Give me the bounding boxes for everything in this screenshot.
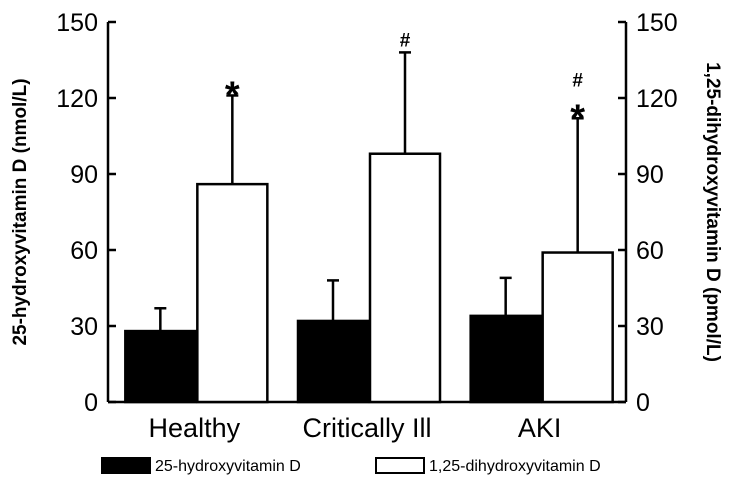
y-tick-label-right: 0: [636, 389, 650, 417]
bar: [196, 182, 269, 404]
legend-label: 1,25-dihydroxyvitamin D: [429, 458, 601, 475]
category-label: Critically Ill: [302, 413, 431, 443]
y-tick-label-left: 150: [56, 9, 98, 37]
category-label: Healthy: [149, 413, 241, 443]
significance-star: *: [570, 97, 585, 139]
y-axis-title-left: 25-hydroxyvitamin D (nmol/L): [10, 78, 31, 345]
bar: [368, 152, 442, 404]
y-tick-label-left: 30: [70, 313, 98, 341]
bar: [296, 319, 370, 404]
chart-axes: 0 30 60 90 120 150 0 30 60 90 120 150: [56, 9, 677, 417]
y-tick-label-right: 150: [636, 9, 678, 37]
y-tick-label-right: 90: [636, 161, 664, 189]
significance-hash: #: [572, 70, 583, 91]
y-tick-label-left: 90: [70, 161, 98, 189]
y-tick-label-right: 60: [636, 237, 664, 265]
bar: [541, 251, 614, 404]
y-tick-label-left: 120: [56, 85, 98, 113]
legend-swatch: [101, 457, 151, 474]
category-labels: Healthy Critically Ill AKI: [149, 413, 562, 443]
legend: 25-hydroxyvitamin D 1,25-dihydroxyvitamin…: [101, 457, 601, 475]
legend-label: 25-hydroxyvitamin D: [155, 458, 301, 475]
chart-bars: * # * #: [124, 30, 614, 404]
category-label: AKI: [518, 413, 562, 443]
significance-star: *: [225, 74, 240, 116]
legend-swatch: [375, 457, 425, 474]
y-tick-label-right: 30: [636, 313, 664, 341]
y-tick-label-left: 0: [84, 389, 98, 417]
y-tick-label-left: 60: [70, 237, 98, 265]
significance-hash: #: [400, 30, 411, 51]
y-tick-label-right: 120: [636, 85, 678, 113]
bar: [124, 329, 197, 404]
y-axis-title-right: 1,25-dihydroxyvitamin D (pmol/L): [702, 62, 723, 362]
bar: [469, 314, 542, 404]
